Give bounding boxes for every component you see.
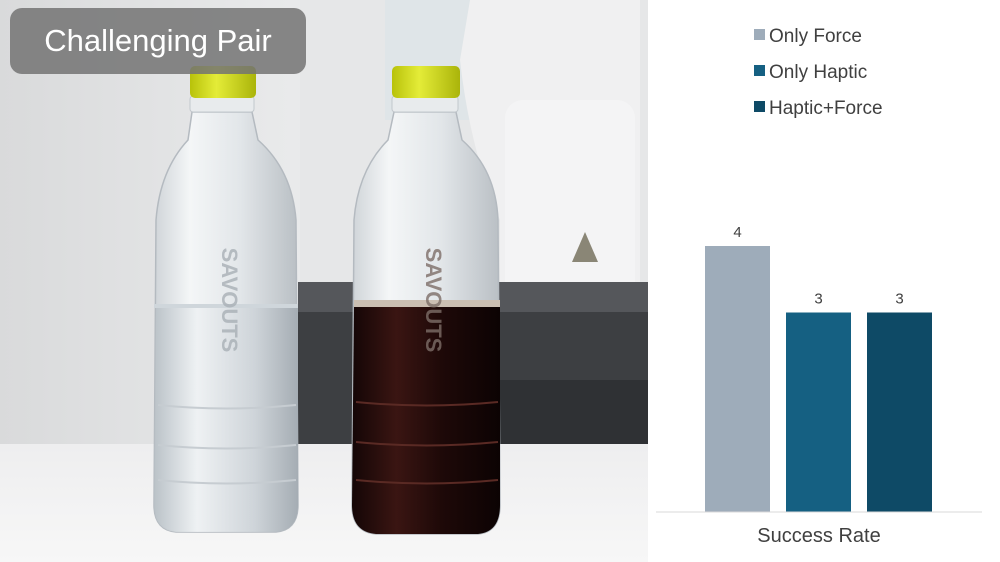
challenging-pair-label: Challenging Pair [10,8,306,74]
cola-bottle [351,66,501,535]
chart-legend: Only Force Only Haptic Haptic+Force [754,26,883,119]
legend-swatch-2 [754,101,765,112]
bottles-photo: SAVOUTS SAVOUTS [0,0,648,562]
legend-label-2: Haptic+Force [769,98,883,119]
success-rate-chart: Only Force Only Haptic Haptic+Force 4 3 3 Su… [648,0,1000,562]
bar-value-label-1: 3 [814,291,822,308]
legend-label-1: Only Haptic [769,62,867,83]
legend-label-0: Only Force [769,26,862,47]
chart-bars [705,246,932,512]
legend-swatch-1 [754,65,765,76]
bar-2 [867,312,932,512]
chart-data-labels: 4 3 3 [733,224,903,308]
x-axis-label: Success Rate [757,525,880,547]
photo-panel: SAVOUTS SAVOUTS Challenging Pair [0,0,648,562]
water-bottle [153,66,299,533]
bar-value-label-2: 3 [895,291,903,308]
bar-value-label-0: 4 [733,224,741,241]
legend-swatch-0 [754,29,765,40]
water-bottle-emboss: SAVOUTS [217,248,242,353]
cola-bottle-emboss: SAVOUTS [421,248,446,353]
bar-0 [705,246,770,512]
bar-1 [786,312,851,512]
bar-chart-svg: Only Force Only Haptic Haptic+Force 4 3 3 Su… [656,26,982,547]
